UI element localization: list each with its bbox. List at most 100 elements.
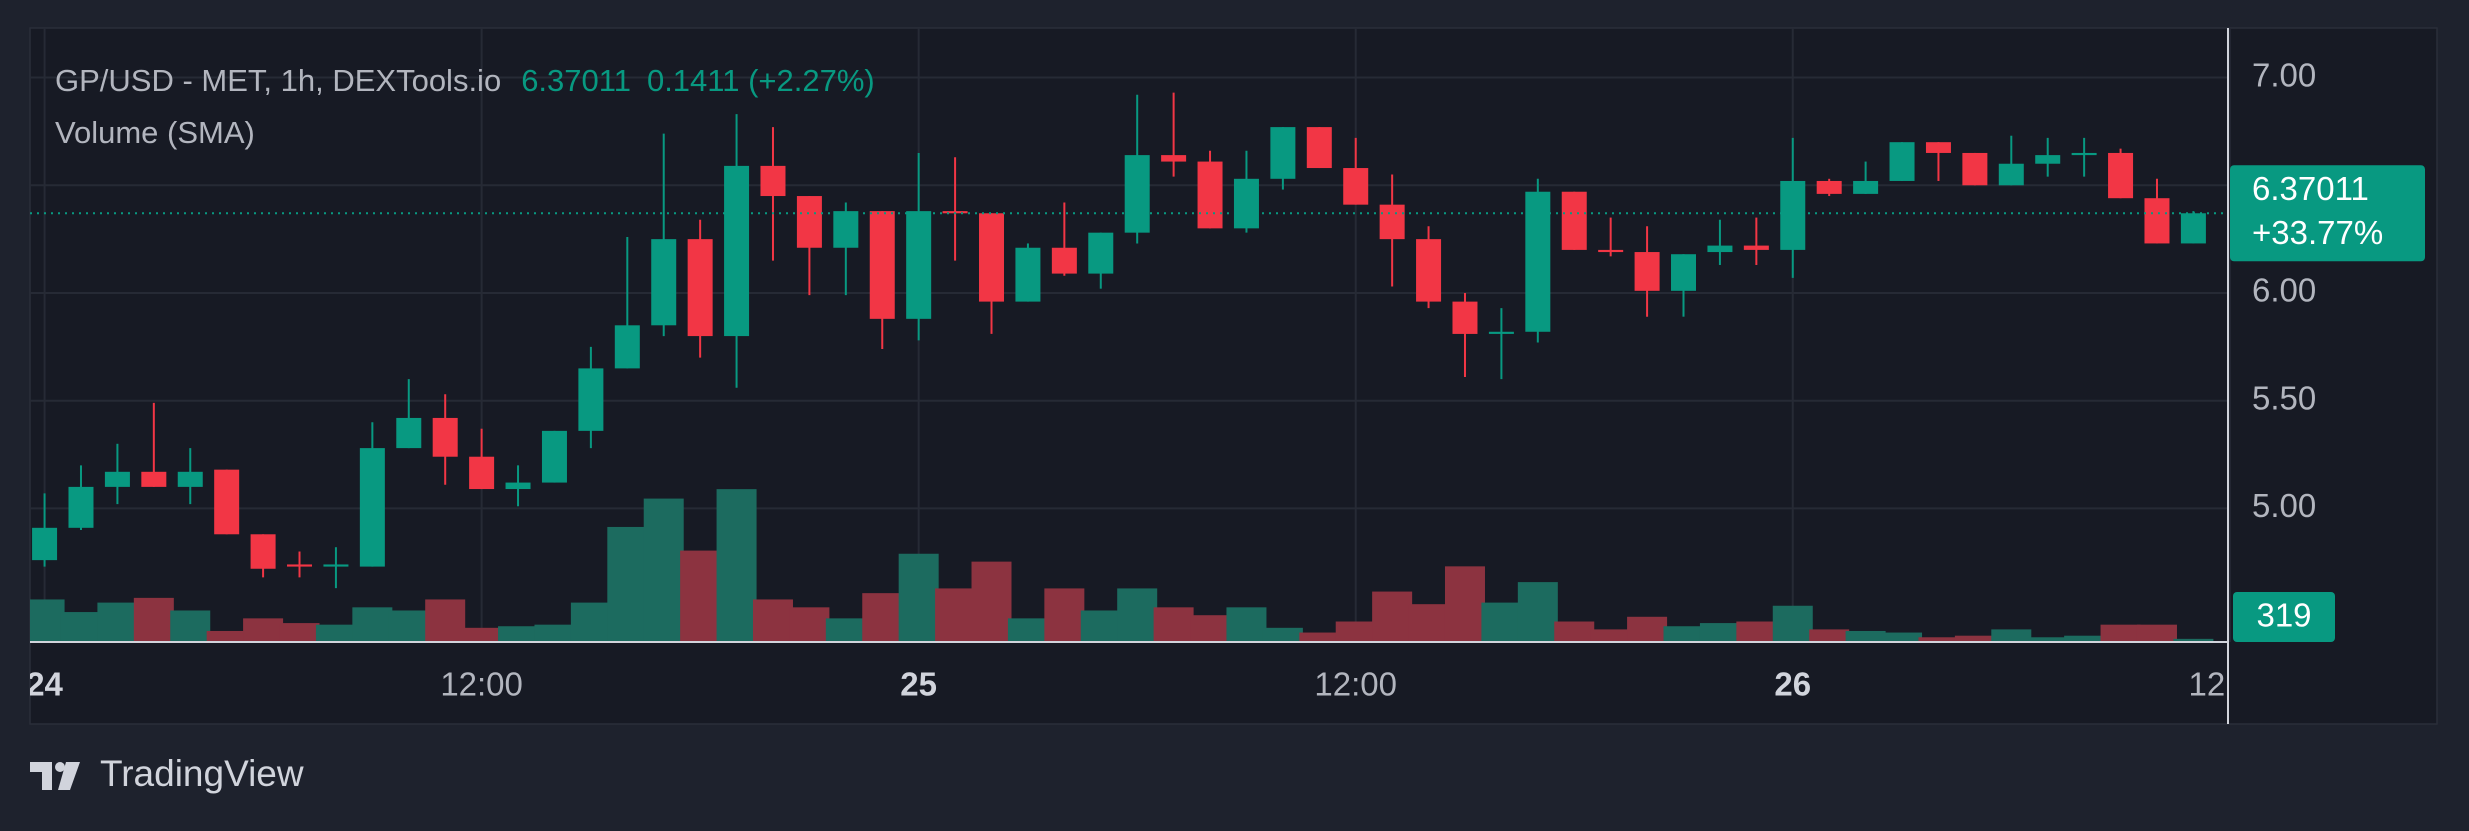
candle-body (1561, 191, 1587, 250)
x-tick-label: 12:00 (1314, 666, 1397, 703)
candle-body (614, 325, 640, 369)
volume-bar (862, 593, 903, 642)
candle-body (1743, 245, 1769, 250)
volume-bar (2136, 624, 2177, 642)
candle-body (906, 211, 932, 319)
candle-body (1161, 155, 1187, 162)
candle-body (1488, 331, 1514, 334)
volume-bar (1262, 627, 1303, 642)
candle-body (214, 469, 240, 535)
volume-bar (607, 526, 648, 642)
logo-dot (55, 762, 65, 772)
candle-body (724, 165, 750, 337)
candle-body (359, 448, 385, 567)
volume-bar (643, 498, 684, 642)
candle-body (796, 196, 822, 248)
volume-bar (1408, 604, 1449, 642)
x-tick-label: 12:00 (2189, 666, 2272, 703)
volume-bar (1882, 632, 1923, 642)
volume-bar (206, 630, 247, 642)
volume-bar (1627, 616, 1668, 642)
candle-body (2035, 155, 2061, 164)
volume-bar (425, 599, 466, 642)
volume-bar (1226, 607, 1267, 642)
candle-body (1925, 142, 1951, 153)
candle-body (32, 527, 58, 561)
candle-body (469, 456, 495, 490)
candle-body (1598, 249, 1624, 253)
volume-bar (789, 607, 830, 642)
candle-body (1306, 127, 1332, 169)
price-tag: 6.37011 (2252, 170, 2369, 207)
candle-body (2071, 152, 2097, 156)
candle-body (2108, 152, 2134, 199)
candle-body (979, 213, 1005, 302)
x-tick-label: 12:00 (440, 666, 523, 703)
candle-body (396, 417, 422, 449)
volume-bar (2064, 635, 2105, 642)
candle-body (1634, 252, 1660, 291)
x-tick-label: 26 (1774, 666, 1811, 703)
price-change-tag: +33.77% (2252, 214, 2383, 251)
volume-bar (680, 550, 721, 642)
price-tag-box (2230, 165, 2425, 262)
candle-body (1452, 301, 1478, 334)
volume-bar (716, 489, 757, 642)
volume-tag: 319 (2256, 597, 2311, 634)
volume-bar (1554, 621, 1595, 642)
brand: TradingView (100, 753, 304, 794)
volume-bar (1080, 610, 1121, 642)
candle-body (141, 471, 167, 487)
volume-bar (1736, 621, 1777, 642)
volume-bar (279, 623, 320, 642)
volume-bar (133, 597, 174, 642)
candle-body (1671, 254, 1697, 291)
candle-body (1270, 127, 1296, 179)
candle-body (1889, 142, 1915, 181)
volume-bar (2100, 624, 2141, 642)
volume-bar (1481, 602, 1522, 642)
axis-tags: 6.37011 +33.77% 319 (2230, 165, 2425, 642)
candle-body (869, 211, 895, 319)
candle-body (104, 471, 130, 487)
candle-body (1998, 163, 2024, 186)
volume-tag-box (2233, 592, 2335, 642)
candle-body (1816, 180, 1842, 194)
volume-bar (170, 610, 211, 642)
volume-bar (825, 618, 866, 642)
volume-bar (498, 626, 539, 642)
candle-body (1015, 247, 1041, 302)
candle-body (1853, 180, 1879, 194)
candle-body (942, 211, 968, 214)
candle-body (2180, 213, 2206, 244)
candle-body (177, 471, 203, 487)
candle-body (505, 482, 531, 490)
volume-bar (1954, 635, 1995, 642)
candle-body (578, 368, 604, 431)
volume-bar (1335, 621, 1376, 642)
volume-bar (1663, 626, 1704, 642)
volume-bar (1044, 588, 1085, 642)
y-tick-label: 5.50 (2252, 379, 2316, 416)
candle-body (760, 165, 786, 197)
volume-bar (97, 602, 138, 642)
candle-body (541, 430, 567, 483)
candle-body (651, 239, 677, 326)
logo-shape (58, 762, 80, 790)
candle-body (68, 486, 94, 528)
volume-bar (1918, 637, 1959, 642)
candle-body (833, 211, 859, 248)
volume-bar (1590, 629, 1631, 642)
candle-body (1233, 178, 1259, 229)
y-tick-label: 7.00 (2252, 56, 2316, 93)
volume-bar (534, 624, 575, 642)
candle-body (432, 417, 458, 457)
volume-bar (1372, 591, 1413, 642)
y-tick-label: 5.00 (2252, 487, 2316, 524)
volume-bar (935, 588, 976, 642)
volume-bar (1299, 632, 1340, 642)
volume-bar (388, 610, 429, 642)
volume-bar (2027, 637, 2068, 642)
